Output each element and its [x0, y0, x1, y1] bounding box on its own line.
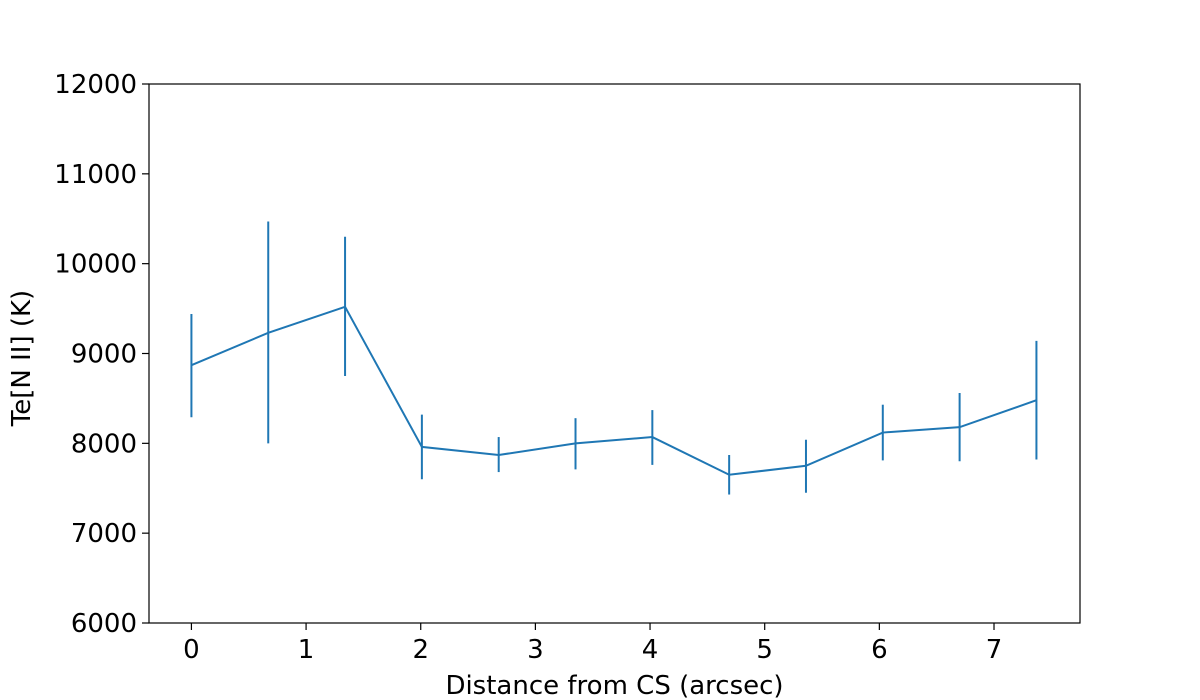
y-axis: 6000 7000 8000 9000 10000 11000 12000 — [54, 70, 149, 639]
x-tick-label: 4 — [642, 635, 659, 665]
y-tick-label: 11000 — [54, 160, 137, 190]
x-tick-label: 6 — [871, 635, 888, 665]
plot-area — [148, 83, 1081, 624]
y-tick-label: 7000 — [71, 519, 137, 549]
x-tick-label: 5 — [756, 635, 773, 665]
y-tick-label: 10000 — [54, 250, 137, 280]
x-axis: 0 1 2 3 4 5 6 7 — [183, 623, 1002, 665]
x-tick-label: 7 — [986, 635, 1003, 665]
x-tick-label: 1 — [298, 635, 315, 665]
series-line — [191, 305, 1037, 476]
y-tick-label: 8000 — [71, 429, 137, 459]
y-tick-label: 6000 — [71, 609, 137, 639]
x-tick-label: 0 — [183, 635, 200, 665]
y-tick-label: 12000 — [54, 70, 137, 100]
y-tick-label: 9000 — [71, 340, 137, 370]
x-tick-label: 2 — [412, 635, 429, 665]
y-axis-title: Te[N II] (K) — [7, 290, 37, 427]
x-tick-label: 3 — [527, 635, 544, 665]
x-axis-title: Distance from CS (arcsec) — [445, 671, 783, 700]
